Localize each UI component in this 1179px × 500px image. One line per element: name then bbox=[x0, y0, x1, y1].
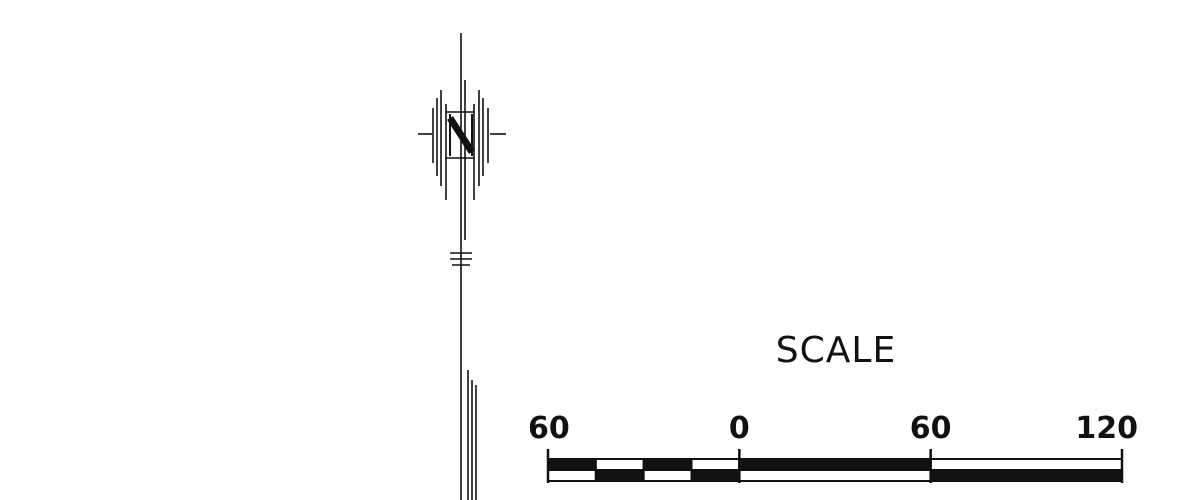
scale-segment-upper bbox=[594, 458, 645, 471]
scale-segment-upper bbox=[929, 458, 1124, 471]
scale-bar bbox=[546, 449, 1124, 483]
scale-segment-lower bbox=[547, 469, 597, 482]
scale-title: SCALE bbox=[776, 330, 896, 371]
scale-tick-labels: 60 0 60 120 bbox=[528, 411, 1138, 446]
north-letter bbox=[447, 114, 475, 156]
scale-segment-upper bbox=[738, 458, 932, 471]
scale-tick-label: 0 bbox=[729, 411, 750, 446]
scale-segment-lower bbox=[594, 469, 645, 482]
scale-tick-label: 60 bbox=[910, 411, 952, 446]
scale-segment-lower bbox=[738, 469, 932, 482]
north-arrow-icon bbox=[418, 33, 506, 500]
scale-segment-upper bbox=[690, 458, 741, 471]
scale-tick-label: 60 bbox=[528, 411, 570, 446]
scale-segment-lower bbox=[690, 469, 741, 482]
scale-segment-lower bbox=[642, 469, 693, 482]
scale-segment-lower bbox=[929, 469, 1124, 482]
scale-segment-upper bbox=[642, 458, 693, 471]
scale-segment-upper bbox=[547, 458, 597, 471]
scale-tick-label: 120 bbox=[1075, 411, 1138, 446]
